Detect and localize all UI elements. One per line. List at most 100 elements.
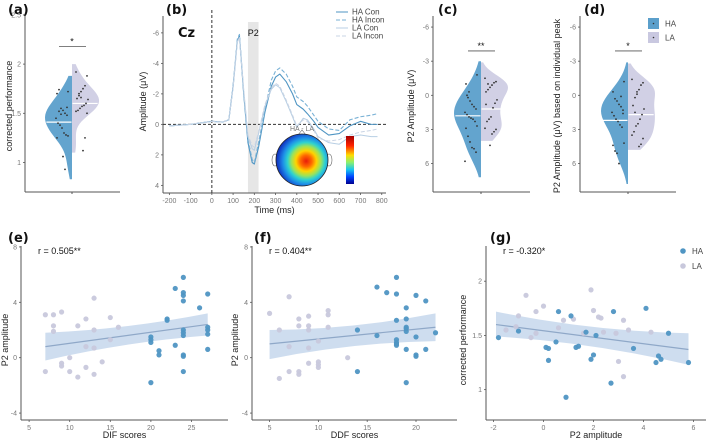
panel-g-ytick-label: 1	[478, 387, 482, 394]
panel-g-xlabel: P2 amplitude	[570, 430, 623, 440]
correlation-annotation: r = 0.505**	[38, 246, 81, 256]
scatter-point-LA	[315, 338, 321, 344]
data-point-LA	[634, 96, 636, 99]
scatter-point-HA	[590, 352, 597, 358]
data-point-HA	[614, 97, 616, 100]
data-point-HA	[471, 103, 473, 106]
scatter-point-LA	[625, 327, 632, 333]
data-point-HA	[58, 88, 60, 91]
data-point-HA	[465, 83, 467, 85]
data-point-HA	[59, 124, 61, 127]
panel-label: (c)	[438, 3, 458, 18]
component-label: P2	[248, 28, 259, 38]
data-point-HA	[622, 109, 624, 111]
panel-b-xtick-label: -100	[184, 198, 198, 205]
data-point-HA	[63, 132, 65, 134]
data-point-HA	[474, 120, 476, 123]
scatter-point-LA	[613, 330, 619, 336]
scatter-point-HA	[423, 298, 429, 304]
panel-g-xtick-label: -2	[490, 425, 496, 432]
significance-stars: *	[70, 36, 74, 46]
scatter-point-LA	[523, 292, 529, 298]
panel-b-ytick-label: 2	[155, 152, 159, 159]
violin-LA	[628, 63, 655, 150]
data-point-LA	[485, 91, 487, 93]
scatter-point-LA	[91, 371, 97, 377]
scatter-point-HA	[403, 305, 409, 311]
scatter-point-HA	[553, 339, 559, 345]
data-point-LA	[84, 136, 86, 139]
legend-label: HA Incon	[352, 16, 384, 25]
panel-label: (b)	[166, 3, 187, 18]
panel-d: -6 -3 0 3 6 (d) P2 Amplitude (μV) based on ind…	[552, 3, 677, 194]
scatter-point-LA	[83, 364, 89, 370]
data-point-HA	[468, 91, 470, 93]
data-point-LA	[640, 84, 642, 86]
data-point-HA	[614, 150, 616, 152]
violin-HA	[454, 61, 481, 178]
panel-b: -6 -4 -2 0 2 4 -200 -100 0 100 200 300 400 500 600 700 8…	[138, 3, 388, 215]
data-point-HA	[55, 117, 57, 120]
scatter-point-HA	[374, 332, 380, 339]
panel-e-ytick-label: 0	[13, 355, 17, 362]
panel-e-xtick-label: 5	[27, 425, 31, 432]
data-point-LA	[490, 116, 492, 118]
electrode-label: Cz	[178, 26, 195, 41]
panel-b-xtick-label: 100	[227, 198, 239, 205]
panel-d-ytick-label: 3	[572, 127, 576, 134]
data-point-LA	[76, 97, 78, 100]
data-point-HA	[618, 162, 620, 165]
panel-c-ytick-label: 3	[425, 127, 429, 134]
confidence-band	[269, 313, 436, 360]
panel-f-ytick-label: 0	[244, 355, 248, 362]
panel-c-ytick-label: -3	[423, 59, 429, 66]
data-point-HA	[469, 141, 471, 143]
scatter-point-HA	[593, 332, 599, 339]
scatter-point-LA	[50, 312, 57, 318]
data-point-HA	[621, 126, 623, 129]
data-point-HA	[470, 117, 472, 119]
scatter-point-LA	[266, 310, 273, 316]
scatter-point-LA	[325, 324, 331, 330]
panel-b-xlabel: Time (ms)	[254, 205, 294, 215]
panel-b-xtick-label: 400	[291, 198, 303, 205]
data-point-LA	[486, 120, 488, 123]
panel-g-ytick-label: 2	[478, 279, 482, 286]
panel-f-ytick-label: -4	[242, 411, 248, 418]
scatter-point-LA	[533, 308, 539, 315]
data-point-HA	[464, 111, 466, 114]
data-point-LA	[493, 81, 495, 84]
scatter-point-LA	[590, 307, 597, 314]
violin-HA	[601, 62, 628, 185]
data-point-LA	[492, 106, 494, 109]
panel-c-ytick-label: -6	[423, 25, 429, 32]
panel-e-xtick-label: 10	[66, 425, 74, 432]
panel-f-xtick-label: 5	[268, 425, 272, 432]
panel-a-ytick-label: 2	[17, 62, 21, 69]
panel-b-xtick-label: 700	[355, 198, 367, 205]
scatter-point-LA	[306, 360, 312, 366]
scatter-point-HA	[172, 285, 178, 292]
erp-waveform-la-con	[169, 36, 378, 151]
data-point-HA	[56, 136, 58, 139]
scatter-point-HA	[630, 345, 637, 352]
scatter-point-HA	[588, 356, 594, 362]
data-point-HA	[620, 95, 622, 98]
scatter-point-LA	[99, 359, 105, 365]
panel-label: (g)	[490, 231, 511, 246]
scatter-point-HA	[164, 317, 170, 323]
scatter-point-HA	[495, 334, 502, 341]
scatter-point-LA	[50, 323, 57, 329]
data-point-HA	[472, 118, 474, 121]
scatter-point-HA	[354, 368, 361, 375]
scatter-point-LA	[588, 287, 594, 293]
scatter-point-LA	[58, 309, 65, 315]
panel-g: 1 1.5 2 -2 0 2 4 6 (g)r = -0.320* P2 amplitude cor…	[458, 231, 706, 440]
scatter-point-HA	[563, 394, 569, 400]
data-point-LA	[496, 98, 498, 101]
scatter-point-HA	[205, 327, 211, 333]
scatter-point-HA	[423, 346, 429, 352]
scatter-point-HA	[384, 290, 390, 296]
panel-label: (d)	[584, 3, 605, 18]
scatter-point-HA	[354, 327, 361, 333]
